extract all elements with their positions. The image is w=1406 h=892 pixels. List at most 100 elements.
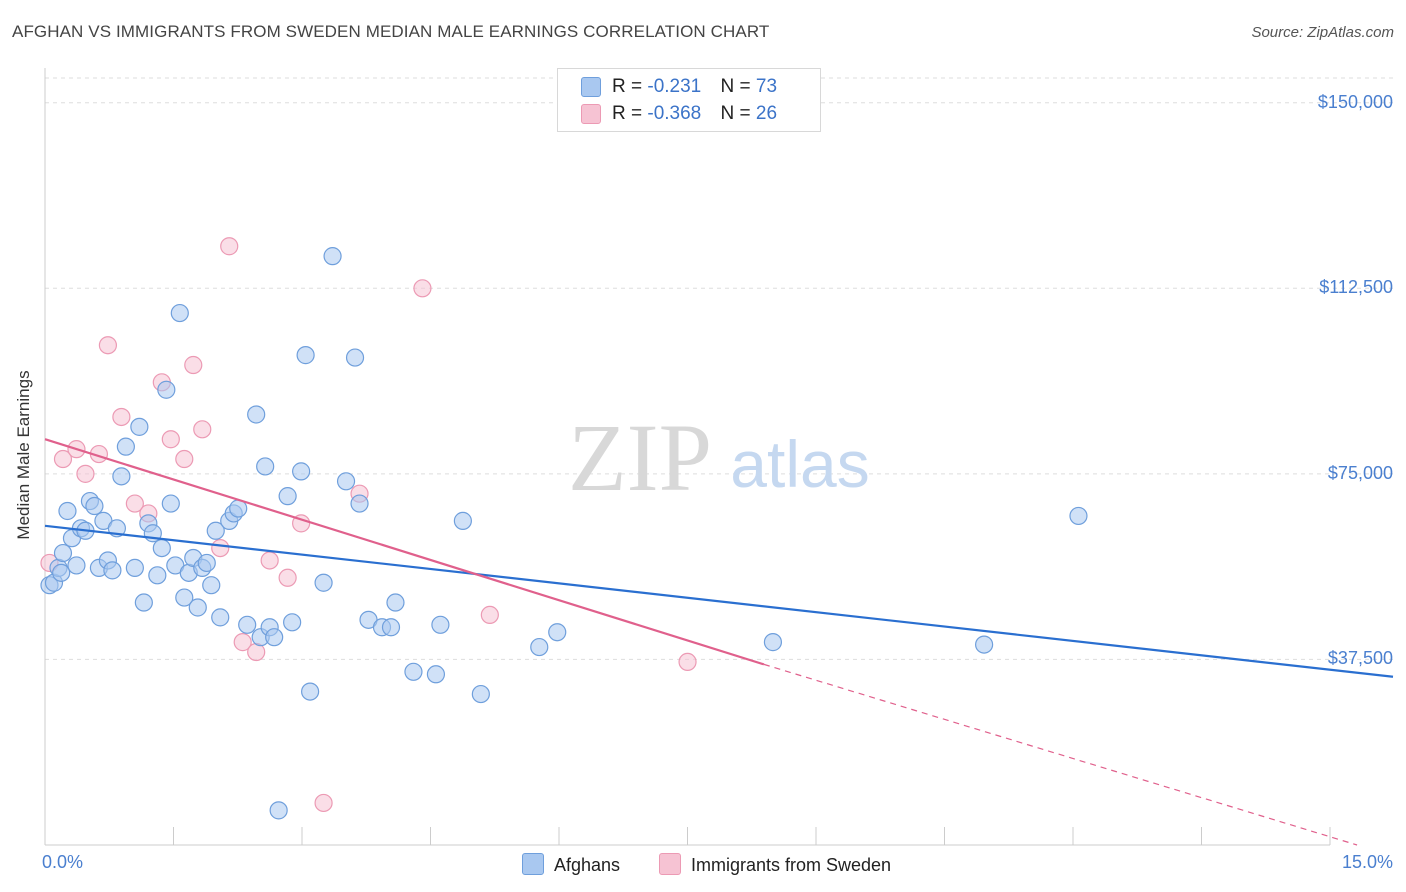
afghan-point — [975, 635, 994, 654]
afghan-point — [269, 801, 288, 820]
afghan-point — [265, 628, 284, 647]
sweden-point — [678, 652, 697, 672]
sweden-point — [260, 551, 279, 570]
afghan-point — [404, 662, 423, 681]
sweden-point — [76, 464, 95, 483]
afghan-point — [157, 380, 176, 399]
afghan-point — [381, 618, 401, 637]
afghan-point — [471, 684, 490, 704]
afghan-point — [323, 247, 342, 266]
afghan-point — [161, 494, 180, 513]
afghan-point — [170, 303, 189, 323]
y-tick-label: $150,000 — [1317, 91, 1393, 112]
afghan-point — [103, 561, 122, 580]
afghan-point — [350, 494, 369, 513]
afghan-trend-line — [44, 524, 1394, 678]
sweden-point — [193, 420, 212, 439]
afghan-point — [188, 598, 207, 617]
afghan-point — [336, 472, 356, 491]
x-tick-min: 0.0% — [42, 852, 84, 872]
sweden-point — [175, 449, 194, 469]
afghan-point — [296, 346, 315, 365]
axes — [44, 68, 1331, 846]
legend-swatch-pink — [581, 104, 601, 124]
correlation-legend: R = -0.231 N = 73 R = -0.368 N = 26 — [557, 68, 821, 132]
afghan-point — [431, 615, 450, 634]
sweden-point — [184, 355, 203, 375]
afghan-point — [301, 682, 320, 701]
source-label: Source: ZipAtlas.com — [1251, 24, 1394, 41]
y-tick-label: $112,500 — [1319, 277, 1393, 298]
afghan-point — [175, 588, 194, 607]
watermark: ZIP atlas — [568, 404, 870, 511]
afghan-point — [548, 623, 567, 642]
legend-r-value: -0.368 — [647, 103, 702, 124]
afghan-point — [130, 417, 149, 436]
sweden-point — [220, 237, 239, 256]
afghan-point — [152, 538, 171, 558]
x-tick-max: 15.0% — [1341, 852, 1393, 872]
afghan-point — [202, 576, 221, 595]
sweden-trend-extension — [763, 663, 1358, 846]
afghan-point — [67, 556, 86, 575]
afghan-point — [386, 593, 405, 612]
y-axis-label: Median Male Earnings — [14, 370, 33, 540]
bottom-legend-afghans: Afghans — [522, 853, 620, 876]
afghan-point — [1069, 506, 1088, 526]
afghan-point — [211, 608, 230, 627]
bottom-legend-swatch-pink — [659, 853, 681, 875]
afghan-point — [148, 566, 167, 585]
sweden-point — [112, 407, 131, 427]
afghan-point — [453, 511, 472, 530]
sweden-points — [40, 237, 697, 813]
afghan-point — [283, 613, 302, 632]
sweden-point — [161, 430, 180, 449]
legend-n-value: 73 — [755, 76, 778, 97]
afghan-point — [345, 348, 365, 367]
y-tick-label: $37,500 — [1327, 648, 1393, 669]
afghan-point — [763, 633, 783, 652]
sweden-point — [278, 568, 297, 587]
gridlines — [45, 77, 1393, 660]
afghan-point — [292, 462, 311, 481]
afghan-point — [134, 593, 153, 612]
afghan-point — [112, 467, 131, 486]
watermark-atlas: atlas — [730, 427, 869, 501]
afghan-point — [247, 405, 266, 424]
legend-row-sweden: R = -0.368 N = 26 — [581, 103, 778, 125]
afghan-point — [197, 553, 216, 573]
sweden-point — [480, 605, 499, 625]
legend-r-label: R = — [612, 103, 648, 124]
afghan-point — [238, 615, 257, 634]
afghan-point — [53, 543, 73, 563]
sweden-point — [211, 538, 230, 558]
trend-lines — [44, 438, 1394, 846]
bottom-legend-sweden-label: Immigrants from Sweden — [691, 855, 892, 875]
afghan-point — [116, 437, 135, 456]
sweden-point — [98, 336, 118, 355]
legend-row-afghans: R = -0.231 N = 73 — [581, 76, 778, 98]
legend-r-value: -0.231 — [647, 76, 702, 97]
bottom-legend-sweden: Immigrants from Sweden — [659, 853, 891, 876]
legend-swatch-blue — [581, 77, 601, 97]
afghan-point — [426, 665, 446, 684]
legend-n-label: N = — [720, 76, 756, 97]
sweden-point — [233, 633, 252, 652]
afghan-point — [125, 558, 144, 577]
sweden-point — [125, 494, 144, 513]
legend-r-label: R = — [612, 76, 648, 97]
bottom-legend-swatch-blue — [522, 853, 544, 875]
sweden-point — [53, 449, 73, 469]
legend-n-label: N = — [720, 103, 756, 124]
afghan-point — [58, 501, 77, 521]
sweden-point — [314, 793, 333, 813]
afghan-points — [40, 247, 1088, 820]
sweden-point — [413, 279, 432, 298]
bottom-legend-afghans-label: Afghans — [554, 855, 621, 875]
afghan-point — [206, 521, 225, 540]
afghan-point — [256, 457, 275, 476]
legend-n-value: 26 — [755, 103, 778, 124]
afghan-point — [85, 496, 104, 516]
watermark-zip: ZIP — [568, 404, 712, 511]
